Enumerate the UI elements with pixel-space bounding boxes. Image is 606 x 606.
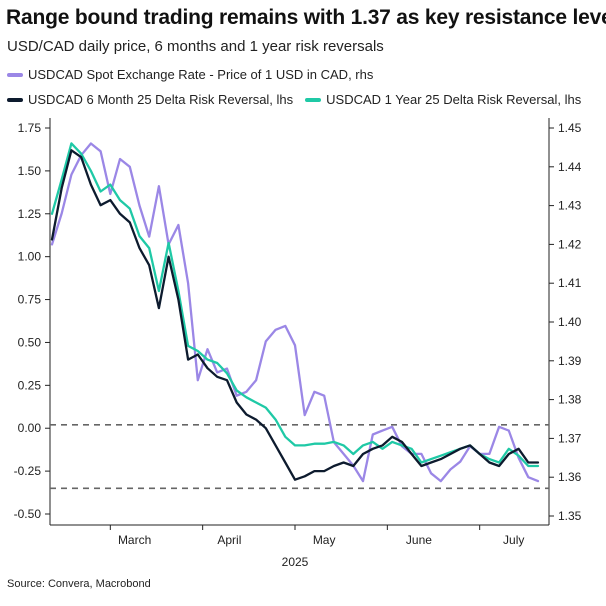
series-line-1 bbox=[50, 149, 540, 481]
legend-label-1y: USDCAD 1 Year 25 Delta Risk Reversal, lh… bbox=[326, 92, 582, 107]
series-line-0 bbox=[50, 142, 540, 483]
legend-item-6m: USDCAD 6 Month 25 Delta Risk Reversal, l… bbox=[7, 92, 293, 107]
left-tick-label: 0.25 bbox=[18, 378, 42, 392]
right-tick-label: 1.36 bbox=[558, 470, 582, 484]
left-tick-label: -0.25 bbox=[14, 464, 42, 478]
right-tick-label: 1.45 bbox=[558, 121, 582, 135]
right-tick-label: 1.42 bbox=[558, 237, 582, 251]
right-tick-label: 1.39 bbox=[558, 354, 582, 368]
legend-label-spot: USDCAD Spot Exchange Rate - Price of 1 U… bbox=[28, 67, 374, 82]
series-line-2 bbox=[50, 142, 540, 468]
left-tick-label: 1.50 bbox=[18, 164, 42, 178]
legend-row-1: USDCAD Spot Exchange Rate - Price of 1 U… bbox=[7, 67, 385, 82]
legend-swatch-1y bbox=[305, 97, 322, 102]
right-tick-label: 1.43 bbox=[558, 199, 582, 213]
legend-item-spot: USDCAD Spot Exchange Rate - Price of 1 U… bbox=[7, 67, 373, 82]
legend-row-2: USDCAD 6 Month 25 Delta Risk Reversal, l… bbox=[7, 92, 593, 107]
legend-swatch-6m bbox=[7, 97, 23, 102]
right-tick-label: 1.44 bbox=[558, 160, 582, 174]
left-tick-label: -0.50 bbox=[14, 507, 42, 521]
legend-item-1y: USDCAD 1 Year 25 Delta Risk Reversal, lh… bbox=[305, 92, 581, 107]
left-tick-label: 1.25 bbox=[18, 207, 42, 221]
left-tick-label: 0.50 bbox=[18, 335, 42, 349]
right-tick-label: 1.37 bbox=[558, 431, 582, 445]
chart-subtitle: USD/CAD daily price, 6 months and 1 year… bbox=[7, 38, 384, 55]
left-tick-label: 1.00 bbox=[18, 250, 42, 264]
x-tick-label: May bbox=[313, 533, 336, 547]
x-tick-label: March bbox=[118, 533, 151, 547]
x-tick-label: June bbox=[406, 533, 432, 547]
right-tick-label: 1.41 bbox=[558, 276, 582, 290]
x-tick-label: July bbox=[503, 533, 524, 547]
right-tick-label: 1.38 bbox=[558, 393, 582, 407]
right-tick-label: 1.40 bbox=[558, 315, 582, 329]
chart-title: Range bound trading remains with 1.37 as… bbox=[6, 6, 606, 29]
legend-label-6m: USDCAD 6 Month 25 Delta Risk Reversal, l… bbox=[28, 92, 294, 107]
left-tick-label: 0.00 bbox=[18, 421, 42, 435]
left-tick-label: 1.75 bbox=[18, 121, 42, 135]
x-tick-label: April bbox=[217, 533, 241, 547]
legend-swatch-spot bbox=[7, 72, 23, 77]
left-tick-label: 0.75 bbox=[18, 293, 42, 307]
x-axis-year-label: 2025 bbox=[282, 555, 309, 569]
right-tick-label: 1.35 bbox=[558, 509, 582, 523]
source-note: Source: Convera, Macrobond bbox=[7, 578, 151, 590]
